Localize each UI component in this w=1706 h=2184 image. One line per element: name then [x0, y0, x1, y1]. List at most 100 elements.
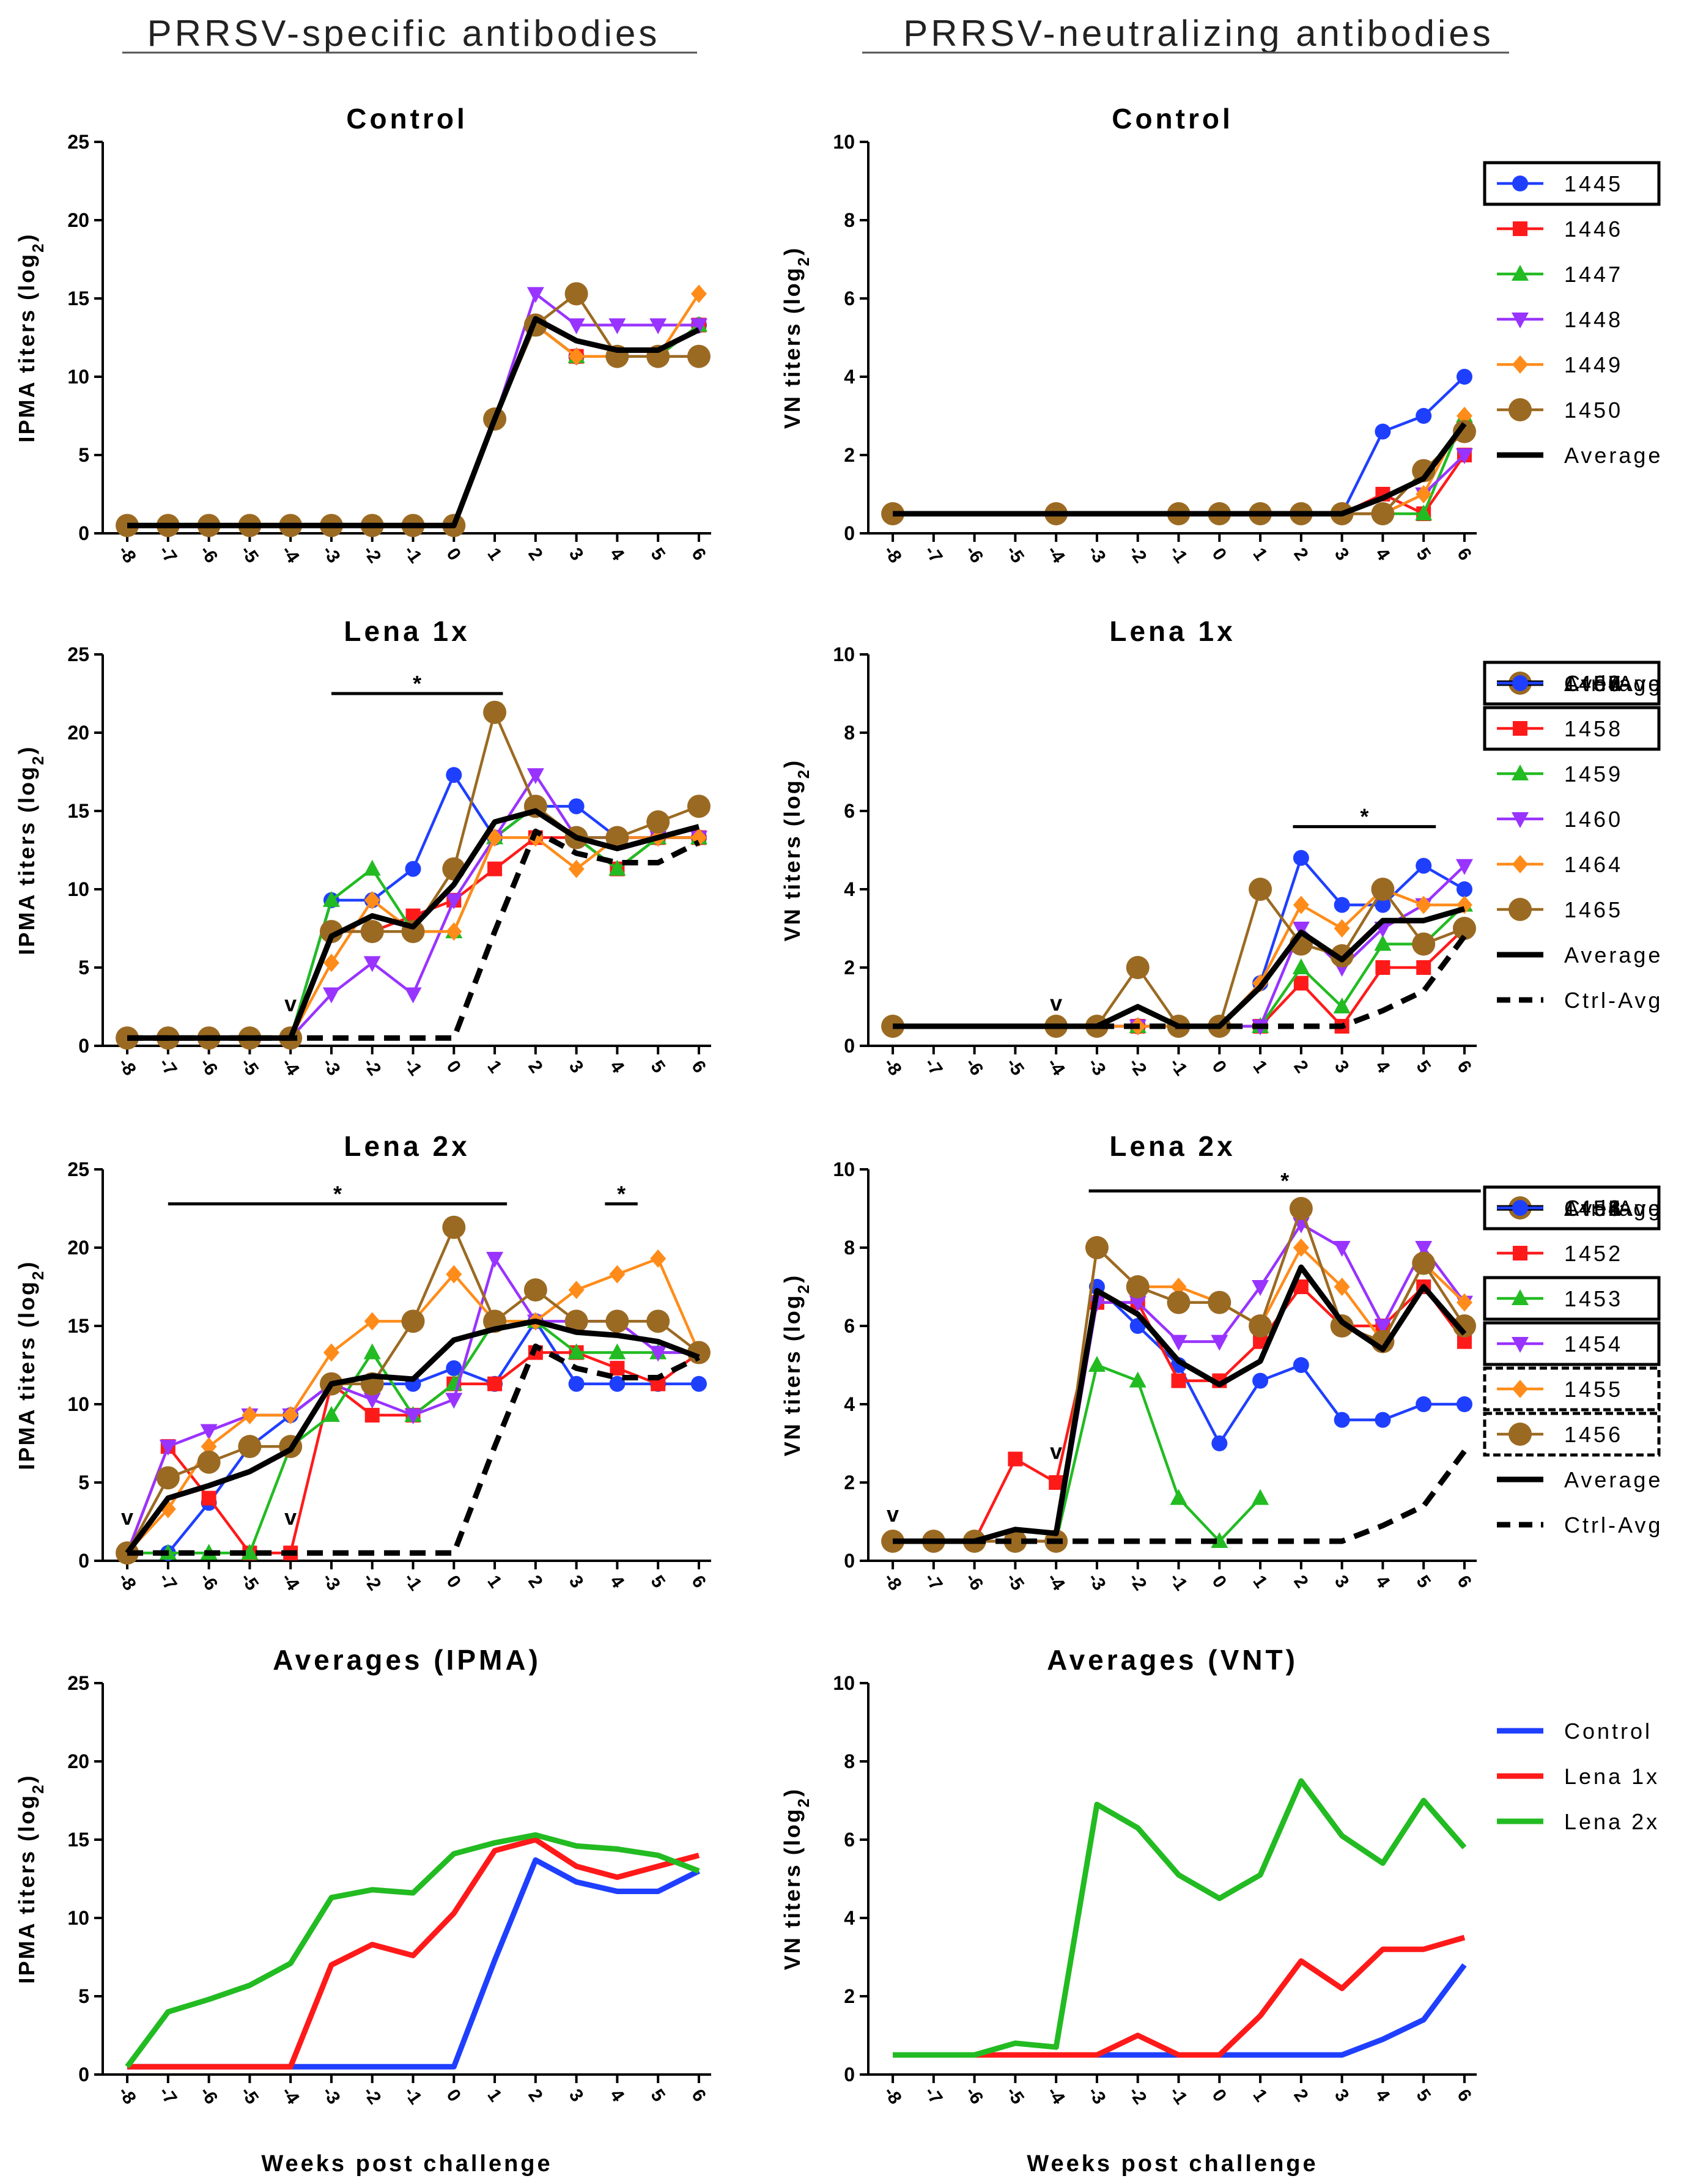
legend-label: 1452: [1564, 1196, 1623, 1221]
legend-item-1464: 1464: [1497, 852, 1620, 877]
data-point-1459: [1374, 935, 1392, 951]
data-point-1456: [1167, 1290, 1191, 1314]
x-tick-label: -2: [1124, 1054, 1150, 1079]
y-tick-label: 2: [844, 444, 855, 466]
y-axis-label-close: ): [14, 745, 39, 754]
x-tick-label: -2: [1124, 2083, 1150, 2108]
y-axis-label-main: VN titers (log: [780, 266, 805, 429]
y-tick-label: 15: [67, 287, 89, 309]
legend-highlight-box: [1483, 1412, 1661, 1457]
legend-label: Ctrl-Avg: [1564, 988, 1663, 1013]
x-tick-label: 2: [1290, 1057, 1312, 1077]
data-point-1452: [364, 1407, 380, 1423]
x-tick-label: -8: [879, 2083, 905, 2108]
x-tick-label: -8: [879, 542, 905, 567]
x-tick-label: -1: [1165, 2083, 1191, 2108]
x-tick-label: -7: [155, 542, 180, 567]
legend-item-average: Average: [1497, 1467, 1660, 1492]
legend-marker: [1513, 721, 1527, 736]
x-tick-label: -3: [1084, 2083, 1109, 2108]
data-point-1456: [1208, 1290, 1231, 1314]
x-tick-label: 6: [687, 2086, 710, 2106]
data-point-1454: [1211, 1334, 1228, 1351]
series-line-ctrl-avg: [127, 1343, 700, 1556]
y-axis-label: IPMA titers (log2): [14, 745, 47, 955]
y-tick-label: 25: [67, 131, 89, 153]
chart-title: Averages (IPMA): [273, 1644, 541, 1676]
y-tick-label: 10: [67, 366, 89, 388]
data-point-1457: [568, 798, 585, 815]
legend-label: 1449: [1564, 352, 1623, 377]
y-axis-label: IPMA titers (log2): [14, 232, 47, 442]
series-line-lena-2x: [893, 1778, 1467, 2058]
legend-label: 1450: [1564, 398, 1623, 423]
data-point-1445: [1375, 423, 1391, 440]
x-tick-label: -4: [1043, 1054, 1069, 1079]
y-axis-label-close: ): [14, 1260, 39, 1269]
data-point-1457: [1456, 881, 1472, 897]
x-tick-label: -2: [359, 1569, 385, 1594]
data-point-1453: [1170, 1489, 1187, 1505]
x-tick-label: 0: [443, 2086, 465, 2106]
data-point-1465: [483, 700, 507, 724]
data-point-1465: [1412, 932, 1436, 956]
series-line-ctrl-avg: [893, 935, 1467, 1029]
legend-marker: [1508, 898, 1532, 921]
y-tick-label: 10: [67, 1393, 89, 1415]
x-tick-label: -5: [1002, 1054, 1028, 1079]
x-tick-label: -6: [196, 542, 221, 567]
data-point-1460: [404, 987, 422, 1004]
data-point-1459: [322, 890, 340, 907]
series-line-average: [893, 422, 1467, 517]
legend-item-1448: 1448: [1497, 307, 1620, 332]
x-tick-label: 0: [443, 1572, 465, 1592]
data-point-1456: [238, 1435, 262, 1459]
legend-label: 1458: [1564, 716, 1623, 741]
y-tick-label: 6: [844, 287, 855, 309]
legend-label: 1459: [1564, 671, 1623, 696]
x-tick-label: 5: [1412, 1057, 1435, 1077]
data-point-1454: [486, 1251, 504, 1268]
x-tick-label: 4: [1372, 1057, 1394, 1077]
y-tick-label: 0: [78, 2064, 89, 2086]
series-line-average: [125, 1318, 700, 1555]
legend-marker: [1513, 221, 1527, 236]
x-tick-label: -4: [278, 1054, 304, 1079]
data-point-1451: [1211, 1435, 1228, 1451]
y-axis-label-main: IPMA titers (log: [14, 1280, 39, 1470]
data-point-1464: [323, 953, 339, 972]
legend-label: 1453: [1564, 1286, 1623, 1311]
legend-marker: [1512, 355, 1528, 374]
x-tick-label: 6: [687, 1572, 710, 1592]
series-line-lena-1x: [127, 1837, 700, 2070]
y-axis-label-close: ): [780, 246, 805, 256]
x-tick-label: -3: [318, 1054, 344, 1079]
y-tick-label: 5: [78, 957, 89, 979]
data-point-1455: [650, 1249, 667, 1268]
x-tick-label: 0: [1208, 2086, 1231, 2106]
chart-title: Control: [1112, 103, 1233, 135]
data-point-1464: [1293, 895, 1309, 914]
y-tick-label: 10: [67, 878, 89, 900]
data-point-1449: [1456, 407, 1472, 425]
x-tick-label: 3: [565, 1057, 588, 1077]
series-line-lena-2x: [125, 1832, 700, 2068]
legend-marker: [1512, 1380, 1528, 1398]
data-point-1445: [1456, 369, 1472, 385]
y-tick-label: 6: [844, 800, 855, 822]
data-point-1454: [404, 1408, 422, 1424]
y-axis-label-subscript: 2: [29, 1783, 47, 1793]
data-point-1456: [442, 1215, 466, 1239]
legend-item-1465: 1465: [1497, 897, 1620, 922]
data-point-1456: [605, 1309, 629, 1333]
x-tick-label: -1: [400, 1569, 426, 1594]
y-axis-label-subscript: 2: [29, 242, 47, 252]
legend-item-1449: 1449: [1497, 352, 1623, 377]
y-tick-label: 0: [844, 522, 855, 544]
data-point-1455: [282, 1405, 299, 1424]
legend-label: 1465: [1564, 671, 1623, 696]
data-point-1453: [1088, 1356, 1106, 1372]
x-tick-label: 1: [483, 1572, 506, 1592]
